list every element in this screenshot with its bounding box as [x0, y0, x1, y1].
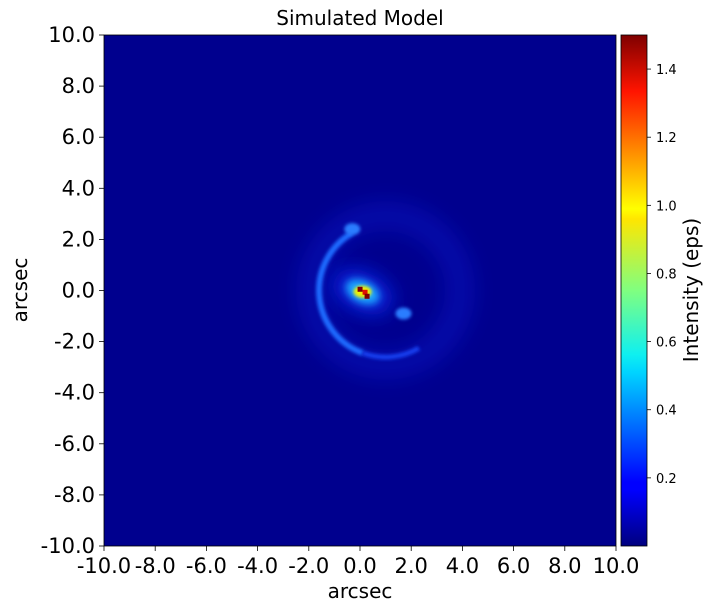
x-tick-label: -8.0 [135, 554, 176, 578]
knot [395, 307, 412, 320]
y-tick-label: -10.0 [41, 534, 95, 558]
knot [344, 223, 361, 236]
colorbar-label: Intensity (eps) [679, 218, 703, 362]
colorbar-tick-label: 0.2 [656, 472, 677, 487]
colorbar-tick-label: 0.8 [656, 267, 677, 282]
y-tick-label: 0.0 [62, 279, 95, 303]
x-tick-label: 2.0 [394, 554, 427, 578]
x-tick-label: 6.0 [497, 554, 530, 578]
y-tick-label: -8.0 [54, 483, 95, 507]
x-tick-label: 8.0 [548, 554, 581, 578]
arc-halo [296, 200, 476, 381]
x-tick-label: 10.0 [593, 554, 640, 578]
colorbar-tick-label: 1.2 [656, 131, 677, 146]
arc-segment [361, 345, 421, 360]
colorbar-tick-label: 0.6 [656, 336, 677, 351]
y-axis-label: arcsec [8, 258, 32, 323]
x-tick-label: -4.0 [237, 554, 278, 578]
x-tick-label: 4.0 [446, 554, 479, 578]
arc-segment [316, 230, 364, 356]
y-tick-label: 10.0 [48, 23, 95, 47]
y-tick-label: 2.0 [62, 227, 95, 251]
y-tick-label: 4.0 [62, 176, 95, 200]
x-tick-label: -2.0 [288, 554, 329, 578]
colorbar-tick-label: 0.4 [656, 404, 677, 419]
chart-title: Simulated Model [276, 6, 443, 30]
x-tick-label: -6.0 [186, 554, 227, 578]
y-tick-label: -2.0 [54, 330, 95, 354]
y-tick-label: -6.0 [54, 432, 95, 456]
x-axis-label: arcsec [328, 579, 393, 603]
plot-area [104, 35, 616, 546]
y-tick-label: 6.0 [62, 125, 95, 149]
core-peak-pixel [357, 286, 363, 292]
colorbar-tick-label: 1.0 [656, 199, 677, 214]
heatmap-features [296, 200, 476, 381]
core-peak-pixel [362, 289, 368, 295]
colorbar-ticks: 1.4 1.2 1.0 0.8 0.6 0.4 0.2 [647, 63, 677, 487]
x-tick-label: 0.0 [343, 554, 376, 578]
y-tick-label: 8.0 [62, 74, 95, 98]
core-peak-pixel [364, 293, 370, 299]
x-axis-ticks: -10.0 -8.0 -6.0 -4.0 -2.0 0.0 2.0 4.0 6.0 8.0 10.0 [77, 546, 640, 578]
colorbar-tick-label: 1.4 [656, 63, 677, 78]
colorbar [620, 34, 648, 547]
y-tick-label: -4.0 [54, 381, 95, 405]
x-tick-label: -10.0 [77, 554, 131, 578]
y-axis-ticks: 10.0 8.0 6.0 4.0 2.0 0.0 -2.0 -4.0 -6.0 -8.0 -10.0 [41, 23, 104, 558]
